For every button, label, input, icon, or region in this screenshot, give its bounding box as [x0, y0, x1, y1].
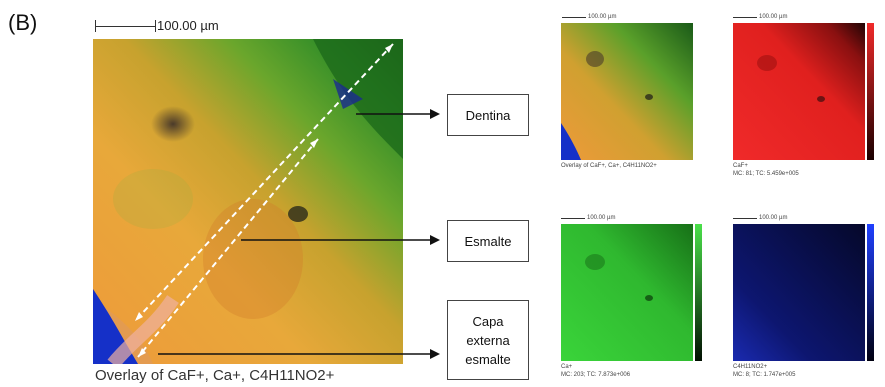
thumb-caf-name: CaF+: [733, 163, 748, 169]
thumb-ca-colorbar: [695, 224, 702, 361]
thumb-overlay-scale: 100.00 µm: [562, 13, 622, 23]
main-caption: Overlay of CaF+, Ca+, C4H11NO2+: [95, 367, 335, 384]
thumb-caf-scale: 100.00 µm: [733, 13, 793, 23]
thumb-c4-name: C4H11NO2+: [733, 364, 768, 370]
label-dentina: Dentina: [447, 94, 529, 136]
main-scale-label: 100.00 µm: [157, 18, 219, 33]
thumb-overlay-image: [561, 23, 693, 160]
label-capa-externa-esmalte: Capa externa esmalte: [447, 300, 529, 380]
overlay-image: [93, 39, 403, 364]
label-capa-line2: externa: [466, 332, 510, 348]
thumb-caf-scale-label: 100.00 µm: [759, 14, 788, 20]
thumb-caf-stats: MC: 81; TC: 5.459e+005: [733, 171, 799, 177]
thumb-ca-scale: 100.00 µm: [561, 214, 621, 224]
thumb-c4-stats: MC: 8; TC: 1.747e+005: [733, 372, 796, 378]
thumb-overlay-caption: Overlay of CaF+, Ca+, C4H11NO2+: [561, 163, 657, 169]
thumb-caf-image: [733, 23, 865, 160]
thumb-c4-scale: 100.00 µm: [733, 214, 793, 224]
thumb-overlay-scale-label: 100.00 µm: [588, 14, 617, 20]
label-capa-line1: Capa: [472, 313, 504, 329]
panel-label: (B): [8, 10, 38, 35]
thumb-caf-colorbar: [867, 23, 874, 160]
label-capa-line3: esmalte: [465, 351, 511, 367]
thumb-c4-scale-label: 100.00 µm: [759, 215, 788, 221]
thumb-ca-image: [561, 224, 693, 361]
thumb-ca-stats: MC: 203; TC: 7.873e+006: [561, 372, 631, 378]
thumb-c4-image: [733, 224, 865, 361]
thumb-ca-scale-label: 100.00 µm: [587, 215, 616, 221]
main-scale-bar: 100.00 µm: [95, 18, 235, 38]
label-esmalte: Esmalte: [447, 220, 529, 262]
thumb-c4-colorbar: [867, 224, 874, 361]
thumb-ca-name: Ca+: [561, 364, 573, 370]
